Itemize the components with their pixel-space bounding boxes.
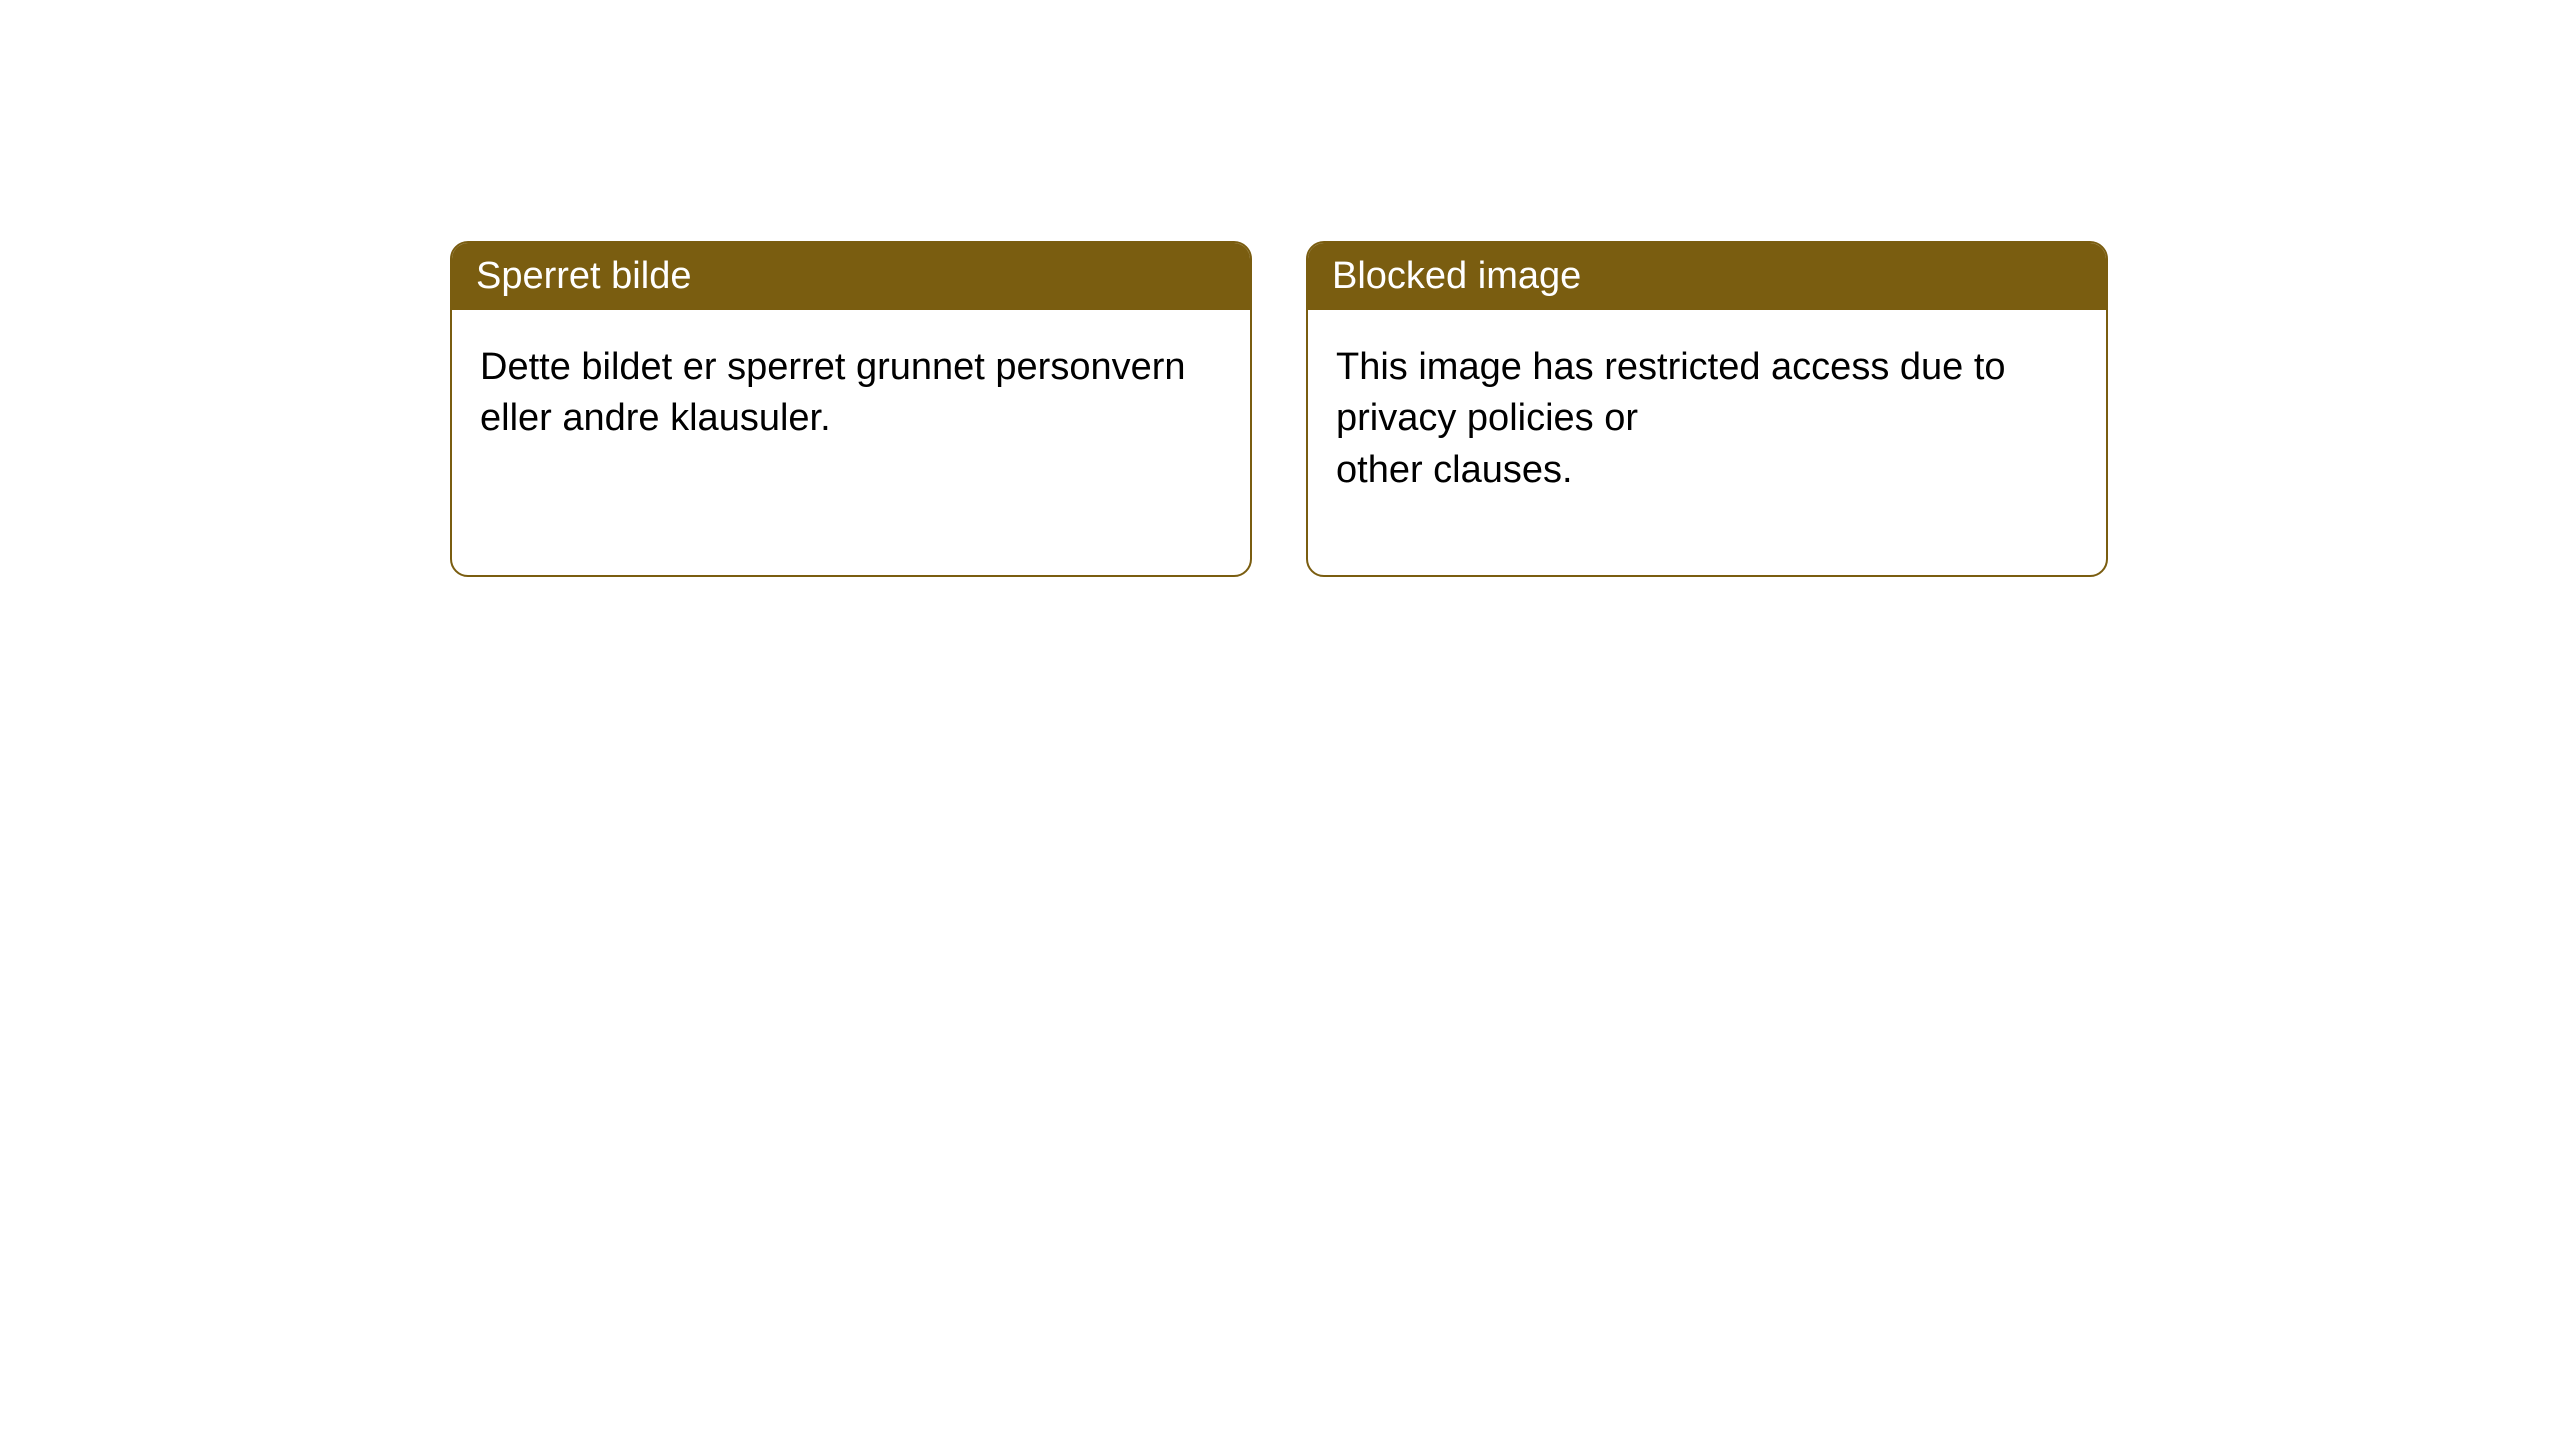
card-header-norwegian: Sperret bilde [452, 243, 1250, 310]
notice-card-norwegian: Sperret bilde Dette bildet er sperret gr… [450, 241, 1252, 577]
notice-card-english: Blocked image This image has restricted … [1306, 241, 2108, 577]
card-body-norwegian: Dette bildet er sperret grunnet personve… [452, 310, 1250, 477]
card-header-english: Blocked image [1308, 243, 2106, 310]
card-body-english: This image has restricted access due to … [1308, 310, 2106, 528]
notice-container: Sperret bilde Dette bildet er sperret gr… [450, 241, 2108, 577]
